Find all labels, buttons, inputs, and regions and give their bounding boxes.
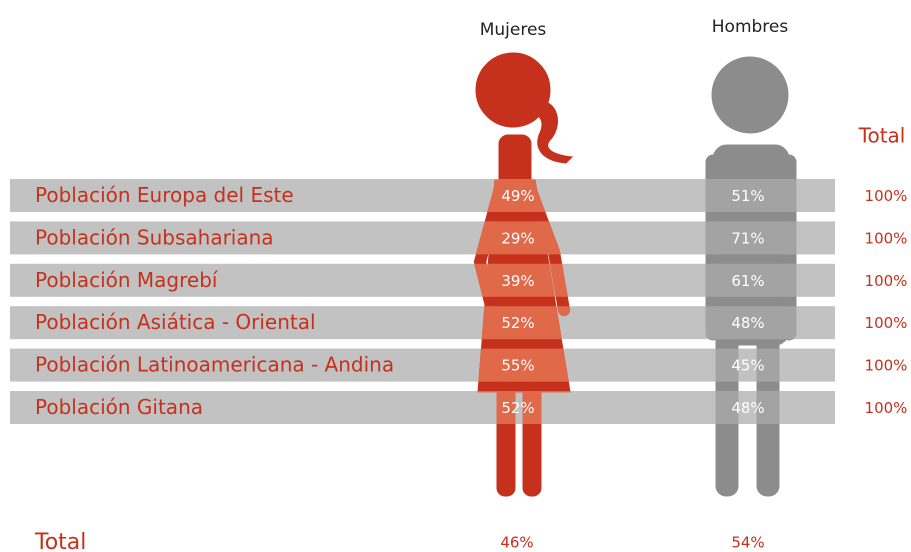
- row-label: Población Asiática - Oriental: [35, 310, 316, 334]
- men-percent: 48%: [731, 314, 764, 332]
- women-percent: 55%: [501, 357, 534, 375]
- women-percent: 29%: [501, 229, 534, 247]
- infographic: Mujeres Hombres Total Población Europa d…: [0, 0, 911, 552]
- header-men: Hombres: [712, 17, 789, 37]
- footer-women: 46%: [500, 534, 533, 552]
- row-label: Población Europa del Este: [35, 183, 294, 207]
- footer-label: Total: [34, 530, 86, 552]
- header-total: Total: [858, 124, 906, 148]
- men-percent: 61%: [731, 272, 764, 290]
- men-percent: 71%: [731, 229, 764, 247]
- total-percent: 100%: [865, 272, 908, 290]
- row-label: Población Subsahariana: [35, 225, 274, 249]
- header-women: Mujeres: [480, 20, 547, 40]
- row-label: Población Magrebí: [35, 268, 219, 292]
- total-percent: 100%: [865, 229, 908, 247]
- women-percent: 52%: [501, 314, 534, 332]
- men-percent: 48%: [731, 399, 764, 417]
- total-percent: 100%: [865, 314, 908, 332]
- women-percent: 49%: [501, 187, 534, 205]
- row-label: Población Latinoamericana - Andina: [35, 353, 394, 377]
- total-percent: 100%: [865, 187, 908, 205]
- men-percent: 45%: [731, 357, 764, 375]
- row-label: Población Gitana: [35, 395, 203, 419]
- footer-men: 54%: [731, 534, 764, 552]
- men-percent: 51%: [731, 187, 764, 205]
- total-percent: 100%: [865, 357, 908, 375]
- total-percent: 100%: [865, 399, 908, 417]
- women-percent: 52%: [501, 399, 534, 417]
- women-percent: 39%: [501, 272, 534, 290]
